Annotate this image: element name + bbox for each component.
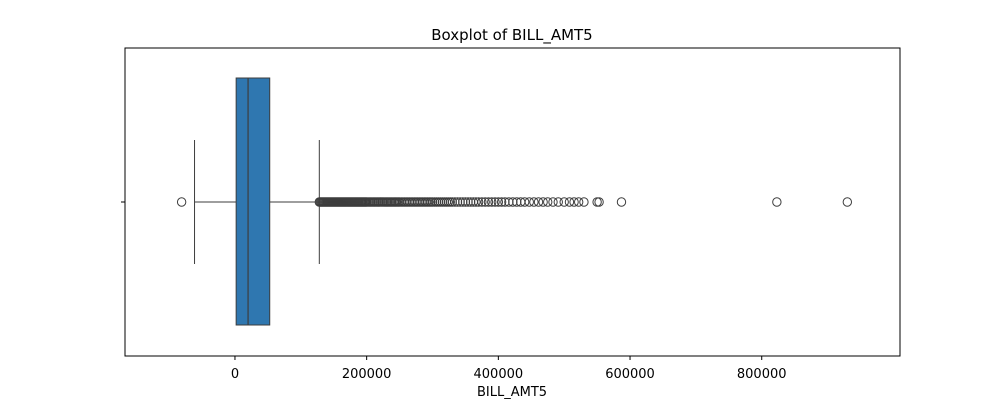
plot-area	[176, 77, 853, 326]
outlier-point	[772, 197, 782, 207]
outlier-point	[564, 197, 575, 207]
outlier-point	[579, 197, 589, 207]
x-tick-label: 200000	[342, 367, 392, 382]
outlier-point	[490, 197, 500, 207]
box-iqr	[235, 77, 271, 326]
outlier-point	[496, 197, 507, 207]
chart-title: Boxplot of BILL_AMT5	[431, 26, 592, 45]
outlier-point	[559, 197, 569, 207]
outlier-point	[616, 197, 627, 207]
outlier-point	[483, 197, 494, 207]
outlier-point	[519, 197, 530, 207]
outlier-point	[553, 197, 563, 207]
x-axis: 0 200000 400000 600000 800000	[231, 356, 787, 382]
outlier-point	[569, 197, 579, 207]
outlier-point	[538, 197, 548, 207]
outlier-point	[471, 197, 481, 207]
outlier-point	[592, 197, 602, 207]
outlier-point	[473, 197, 484, 207]
outlier-point	[176, 197, 187, 207]
x-tick-label: 0	[231, 367, 239, 382]
outlier-point	[477, 197, 487, 207]
outlier-point	[548, 197, 558, 207]
outlier-point	[524, 197, 534, 207]
x-tick-label: 600000	[605, 367, 655, 382]
outlier-point	[480, 197, 490, 207]
outlier-point	[493, 197, 504, 207]
x-tick-label: 800000	[737, 367, 787, 382]
outlier-point	[573, 197, 584, 207]
outlier-point	[533, 197, 544, 207]
outlier-point	[529, 197, 539, 207]
x-tick-label: 400000	[474, 367, 524, 382]
outlier-point	[594, 197, 604, 207]
outlier-point	[543, 197, 553, 207]
outlier-point	[487, 197, 497, 207]
x-axis-label: BILL_AMT5	[477, 385, 547, 400]
outlier-point	[842, 197, 853, 207]
